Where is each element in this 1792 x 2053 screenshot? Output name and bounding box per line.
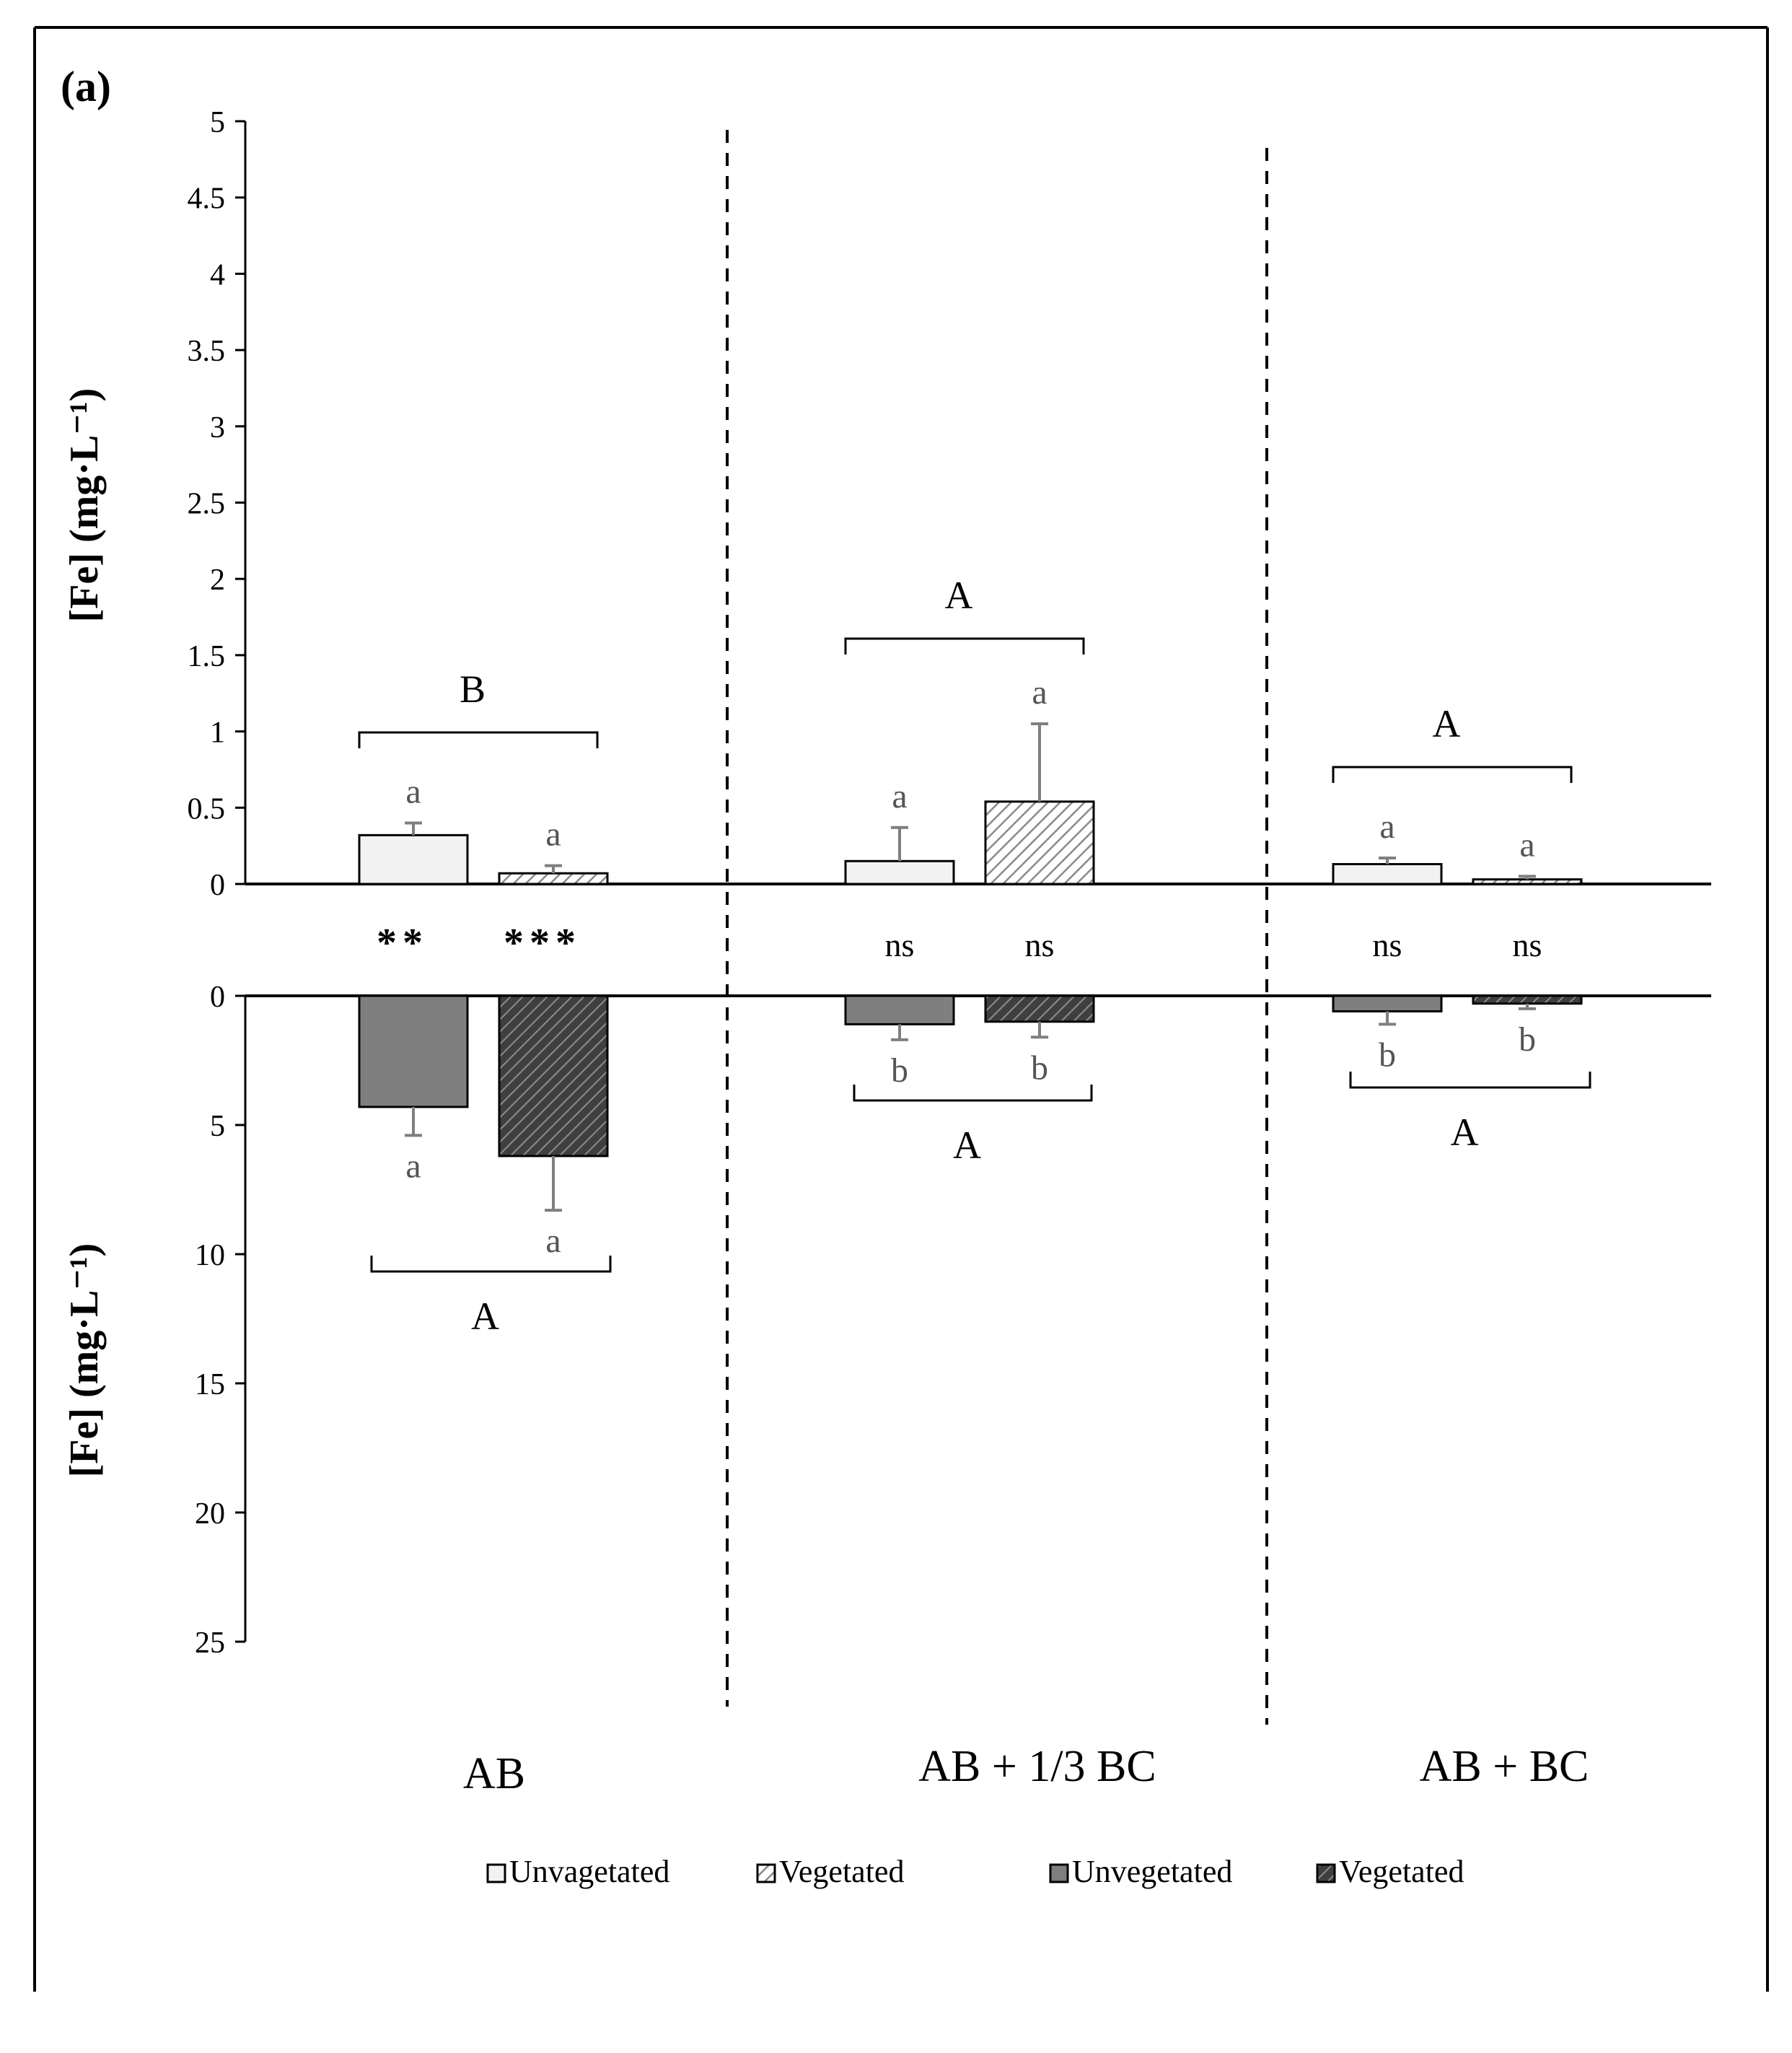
significance-marker: ns (1373, 927, 1402, 963)
bar-bottom (358, 994, 469, 1108)
y-tick-label-top: 1 (210, 717, 225, 750)
bar-letter-top: a (405, 772, 421, 810)
bar-letter-bottom: a (545, 1222, 561, 1260)
bar-top (984, 800, 1095, 885)
bar-bottom (984, 994, 1095, 1023)
group-dividers (726, 130, 1268, 1725)
group-bracket-bottom (1349, 1072, 1591, 1089)
y-tick-label-top: 4.5 (188, 183, 226, 216)
bar-bottom (498, 994, 609, 1157)
legend-item-unvegetated-bottom: Unvegetated (1049, 1854, 1232, 1889)
y-tick-label-bottom: 15 (195, 1368, 225, 1401)
y-tick-label-top: 5 (210, 106, 225, 139)
y-tick-label-bottom: 10 (195, 1239, 225, 1272)
group-letter-bottom: A (471, 1295, 499, 1338)
group-letter-bottom: A (953, 1124, 981, 1167)
significance-marker: *** (504, 921, 581, 966)
legend-item-vegetated-bottom: Vegetated (1316, 1854, 1464, 1889)
y-tick-label-top: 0.5 (188, 792, 226, 826)
legend-swatch-vegetated-top (756, 1863, 776, 1883)
bar-top (1472, 878, 1583, 885)
significance-marker: ns (1025, 927, 1055, 963)
bar-bottom (1332, 994, 1443, 1012)
legend-label-unvagetated: Unvagetated (509, 1854, 669, 1889)
y-tick-label-top: 2.5 (188, 488, 226, 521)
y-tick-label-top: 3 (210, 411, 225, 445)
bar-letter-top: a (1519, 826, 1534, 864)
legend-swatch-vegetated-bottom (1316, 1863, 1336, 1883)
group-bracket-bottom (853, 1085, 1093, 1102)
category-label-ab-bc: AB + BC (1420, 1742, 1589, 1791)
group-letter-bottom: A (1451, 1111, 1479, 1154)
significance-marker: ** (377, 921, 429, 966)
significance-marker: ns (1513, 927, 1542, 963)
bars (358, 722, 1583, 1212)
bar-top (1332, 863, 1443, 885)
bar-letter-bottom: b (1379, 1036, 1396, 1074)
y-tick-label-top: 1.5 (188, 640, 226, 673)
bar-letter-top: a (1379, 807, 1394, 846)
y-tick-label-top: 4 (210, 258, 225, 292)
panel-label: (a) (61, 63, 111, 110)
group-letter-top: A (1433, 702, 1461, 745)
group-bracket-top (1332, 766, 1573, 783)
bar-letter-bottom: b (1031, 1049, 1048, 1087)
y-tick-label-top: 3.5 (188, 335, 226, 368)
group-letter-top: B (460, 667, 486, 711)
bar-letter-top: a (1032, 673, 1047, 712)
bar-letter-top: a (545, 815, 561, 854)
y-tick-label-bottom: 20 (195, 1497, 225, 1531)
legend-item-vegetated-top: Vegetated (756, 1854, 904, 1889)
bar-letter-bottom: b (1519, 1020, 1536, 1059)
legend-label-vegetated-top: Vegetated (779, 1854, 904, 1889)
bar-letter-top: a (892, 777, 907, 815)
bar-letter-bottom: b (891, 1051, 908, 1090)
bar-bottom (1472, 994, 1583, 1005)
bar-top (498, 872, 609, 885)
legend-swatch-unvagetated (486, 1863, 506, 1883)
y-axis-label-top: [Fe] (mg·L⁻¹) (62, 388, 107, 623)
y-tick-label-bottom: 5 (210, 1110, 225, 1143)
legend-label-vegetated-bottom: Vegetated (1339, 1854, 1464, 1889)
legend-item-unvagetated-top: Unvagetated (486, 1854, 669, 1889)
group-bracket-top (358, 731, 599, 748)
axes: 0 0.5 1 1.5 2 2.5 3 3.5 4 4.5 5 0 5 10 15 20 25 (188, 106, 1711, 1660)
legend-label-unvegetated-bottom: Unvegetated (1072, 1854, 1232, 1889)
bar-top (844, 859, 955, 885)
y-tick-label-bottom: 25 (195, 1627, 225, 1660)
category-label-ab-third-bc: AB + 1/3 BC (918, 1742, 1156, 1791)
significance-marker: ns (885, 927, 915, 963)
group-bracket-bottom (370, 1256, 612, 1273)
legend: Unvagetated Vegetated Unvegetated Vegeta… (486, 1854, 1464, 1889)
group-letter-top: A (945, 574, 973, 617)
y-tick-label-top: 2 (210, 564, 225, 597)
y-tick-label-top: 0 (210, 869, 225, 902)
group-bracket-top (844, 637, 1085, 655)
bar-bottom (844, 994, 955, 1025)
legend-swatch-unvegetated-bottom (1049, 1863, 1069, 1883)
figure-frame (33, 26, 1769, 1992)
y-axis-label-bottom: [Fe] (mg·L⁻¹) (62, 1243, 107, 1478)
category-label-ab: AB (463, 1749, 525, 1798)
bar-top (358, 833, 469, 885)
y-tick-label-bottom: 0 (210, 981, 225, 1014)
bar-letter-bottom: a (405, 1147, 421, 1185)
